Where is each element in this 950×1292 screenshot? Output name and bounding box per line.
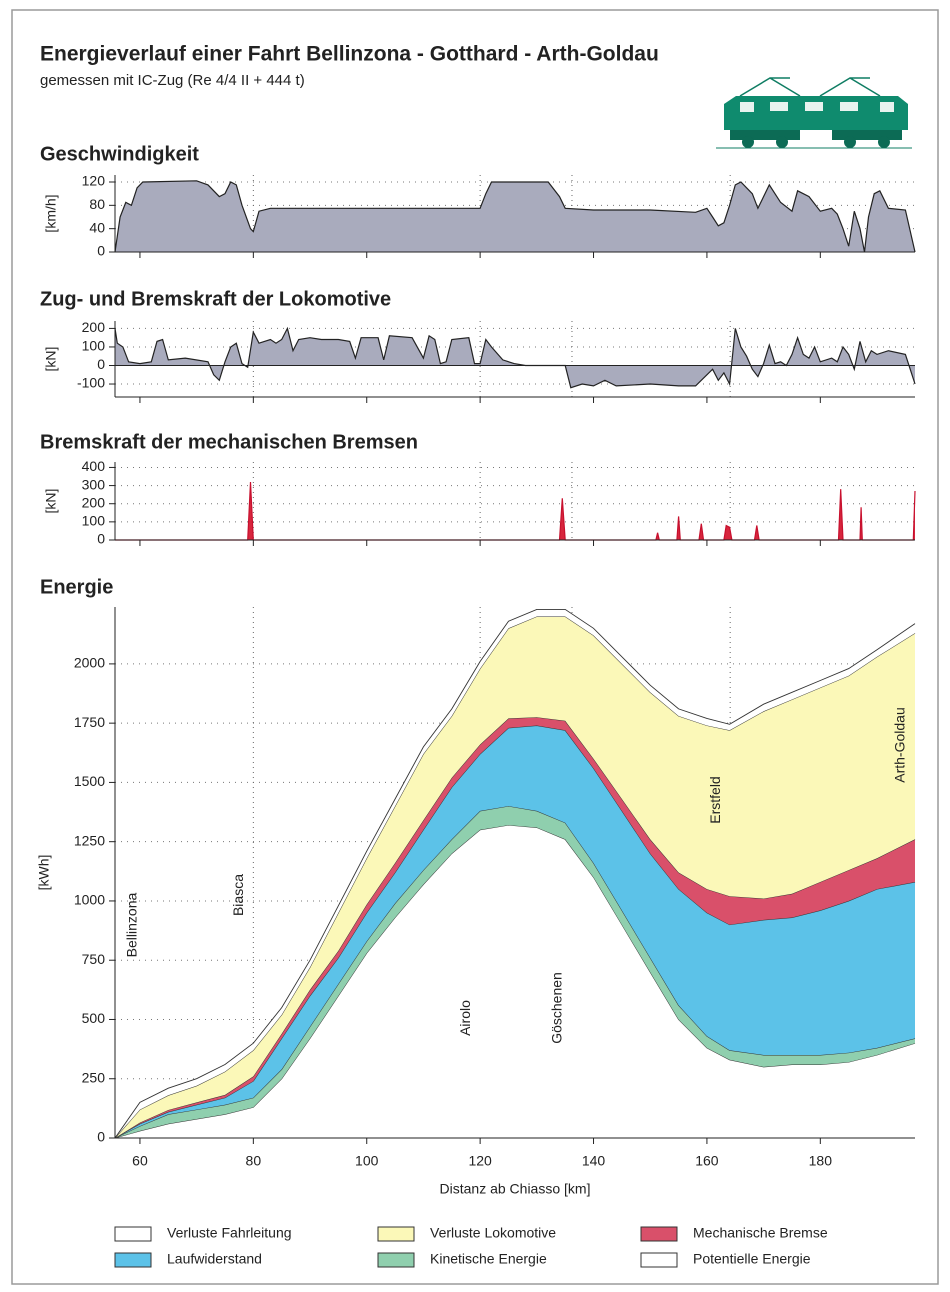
x-tick-label: 140 [582, 1153, 606, 1169]
legend-label: Mechanische Bremse [693, 1225, 828, 1241]
x-tick-label: 160 [695, 1153, 719, 1169]
stack-area [115, 609, 915, 1138]
x-tick-label: 60 [132, 1153, 148, 1169]
station-label: Biasca [230, 874, 246, 916]
y-axis-label: [kN] [43, 489, 59, 514]
chart-heading: Geschwindigkeit [40, 143, 199, 165]
y-tick-label: 1750 [74, 714, 105, 730]
x-tick-label: 180 [809, 1153, 833, 1169]
legend-swatch [114, 1252, 152, 1268]
area-fill [115, 180, 915, 252]
y-tick-label: 1000 [74, 892, 105, 908]
legend-label: Verluste Lokomotive [430, 1225, 556, 1241]
station-label: Bellinzona [123, 892, 139, 957]
legend-label: Verluste Fahrleitung [167, 1225, 292, 1241]
area-line [114, 326, 916, 389]
station-label: Erstfeld [707, 776, 723, 823]
x-tick-label: 120 [468, 1153, 492, 1169]
y-tick-label: 120 [82, 173, 106, 189]
y-tick-label: 1250 [74, 832, 105, 848]
station-label: Airolo [457, 1000, 473, 1036]
stack-area [115, 616, 915, 1138]
y-tick-label: 300 [82, 476, 106, 492]
legend-swatch [377, 1226, 415, 1242]
y-tick-label: 100 [82, 513, 106, 529]
y-tick-label: -100 [77, 375, 105, 391]
legend-swatch [640, 1252, 678, 1268]
station-label: Göschenen [549, 972, 565, 1044]
y-tick-label: 200 [82, 494, 106, 510]
stack-area [115, 725, 915, 1138]
y-tick-label: 100 [82, 338, 106, 354]
y-tick-label: 40 [89, 219, 105, 235]
y-tick-label: 250 [82, 1069, 106, 1085]
y-tick-label: 400 [82, 458, 106, 474]
y-tick-label: 500 [82, 1010, 106, 1026]
x-tick-label: 80 [246, 1153, 262, 1169]
y-tick-label: 0 [97, 531, 105, 547]
y-tick-label: 0 [97, 243, 105, 259]
legend-swatch [640, 1226, 678, 1242]
y-tick-label: 0 [97, 1129, 105, 1145]
y-axis-label: [kWh] [36, 855, 52, 891]
locomotive-icon [716, 77, 912, 149]
y-tick-label: 0 [97, 356, 105, 372]
y-tick-label: 750 [82, 951, 106, 967]
legend-swatch [114, 1226, 152, 1242]
stack-area [115, 825, 915, 1138]
x-axis-label: Distanz ab Chiasso [km] [440, 1181, 591, 1197]
legend-label: Laufwiderstand [167, 1251, 262, 1267]
y-axis-label: [km/h] [43, 194, 59, 232]
legend-label: Kinetische Energie [430, 1251, 547, 1267]
page-title: Energieverlauf einer Fahrt Bellinzona - … [40, 43, 659, 66]
chart-heading: Bremskraft der mechanischen Bremsen [40, 431, 418, 453]
chart-heading: Energie [40, 576, 113, 598]
x-tick-label: 100 [355, 1153, 379, 1169]
page-subtitle: gemessen mit IC-Zug (Re 4/4 II + 444 t) [40, 72, 305, 89]
y-tick-label: 2000 [74, 655, 105, 671]
y-tick-label: 80 [89, 196, 105, 212]
chart-heading: Zug- und Bremskraft der Lokomotive [40, 288, 391, 310]
y-tick-label: 1500 [74, 773, 105, 789]
y-axis-label: [kN] [43, 347, 59, 372]
area-line [114, 180, 916, 253]
station-label: Arth-Goldau [892, 707, 908, 782]
legend-swatch [377, 1252, 415, 1268]
y-tick-label: 200 [82, 319, 106, 335]
stack-edge [114, 608, 916, 1139]
legend-label: Potentielle Energie [693, 1251, 811, 1267]
